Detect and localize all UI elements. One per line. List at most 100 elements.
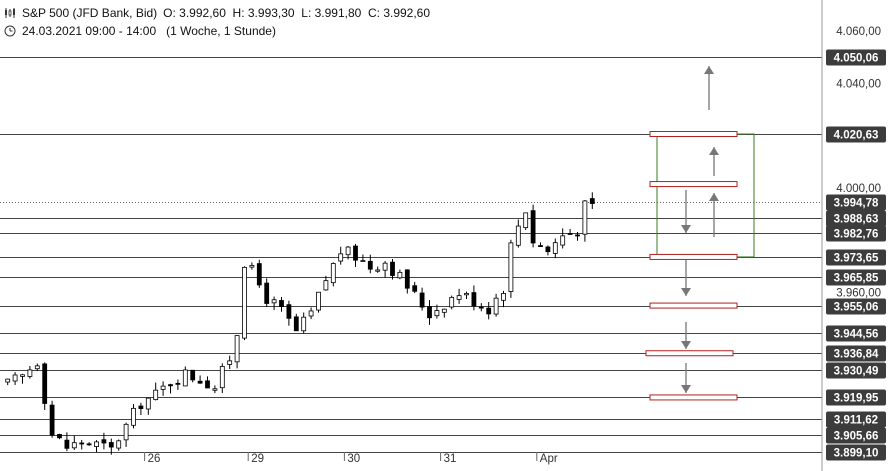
candle-body: [123, 423, 129, 441]
candle-body: [330, 263, 336, 284]
level-marker-bar: [649, 253, 738, 260]
candle-body: [338, 253, 344, 262]
candle-body: [205, 380, 210, 389]
arrow-down-icon: [681, 385, 691, 393]
candle-body: [552, 242, 558, 254]
candle-body: [264, 282, 270, 304]
level-label: 4.020,63: [834, 130, 879, 142]
candle-body: [582, 200, 588, 235]
arrow-down-icon: [681, 225, 691, 233]
candle-body: [486, 307, 492, 315]
candle-body: [515, 225, 521, 246]
level-label: 3.936,84: [834, 349, 879, 361]
candle-body: [175, 382, 181, 385]
candle-body: [71, 442, 77, 449]
candle-body: [101, 439, 107, 444]
candle-body: [419, 292, 425, 308]
candle-body: [12, 374, 18, 382]
candle-body: [323, 280, 329, 291]
candle-body: [567, 233, 573, 235]
candle-body: [219, 366, 225, 389]
level-label-bg: [826, 427, 886, 444]
clock-icon: [4, 25, 16, 37]
candlestick-icon: [5, 8, 15, 18]
candle-body: [234, 335, 240, 363]
candle-body: [227, 360, 233, 365]
price-axis: 4.050,06 4.020,63 3.994,78 3.988,63 3.982,76…: [821, 0, 886, 471]
candle-body: [279, 300, 284, 307]
date-label: 29: [251, 453, 264, 465]
axis-tick-label: 3.960,00: [836, 288, 881, 300]
date-label: 31: [444, 453, 457, 465]
candle-body: [160, 385, 166, 390]
candle-body: [271, 299, 277, 304]
ohlc-readout: O: 3.992,60 H: 3.993,30 L: 3.991,80 C: 3…: [163, 6, 431, 20]
period-readout: 24.03.2021 09:00 - 14:00 (1 Woche, 1 Stu…: [22, 24, 276, 38]
candle-body: [168, 384, 173, 387]
arrow-down-icon: [681, 288, 691, 296]
level-label: 3.955,06: [834, 302, 879, 314]
level-label-bg: [826, 210, 886, 227]
date-label: 26: [148, 453, 161, 465]
candle-body: [508, 242, 514, 292]
candle-body: [242, 266, 247, 339]
arrow-down-icon: [681, 341, 691, 349]
level-label-bg: [826, 362, 886, 379]
candle-body: [286, 304, 292, 319]
candle-body: [523, 212, 529, 229]
target-zone: [645, 66, 755, 401]
candle-body: [308, 310, 314, 317]
candle-body: [464, 293, 469, 296]
level-label-bg: [826, 298, 886, 315]
candle-body: [501, 293, 506, 301]
candle-body: [249, 265, 255, 268]
candles: [5, 192, 595, 455]
level-marker-bar: [645, 350, 734, 357]
candle-body: [530, 210, 536, 244]
level-label-bg: [826, 249, 886, 266]
level-label-bg: [826, 444, 886, 461]
candle-body: [145, 397, 151, 410]
axis-tick-label: 4.000,00: [836, 183, 881, 195]
candle-body: [293, 316, 299, 332]
candle-body: [367, 260, 373, 270]
candle-body: [27, 369, 33, 377]
candle-body: [538, 245, 543, 247]
candle-body: [471, 292, 477, 307]
chart-header: S&P 500 (JFD Bank, Bid) O: 3.992,60 H: 3…: [4, 4, 430, 40]
candle-body: [345, 246, 351, 256]
level-marker-bar: [649, 131, 738, 138]
candle-body: [375, 269, 381, 272]
instrument-name: S&P 500 (JFD Bank, Bid): [22, 6, 158, 20]
level-label: 3.994,78: [834, 198, 879, 210]
level-label-bg: [826, 194, 886, 211]
level-label: 4.050,06: [834, 53, 879, 65]
level-label: 3.988,63: [834, 214, 879, 226]
candle-body: [42, 363, 48, 404]
candle-body: [301, 316, 307, 332]
level-label-bg: [826, 126, 886, 143]
candle-body: [560, 235, 566, 246]
candle-body: [493, 297, 499, 315]
candle-body: [404, 269, 410, 289]
candle-body: [427, 306, 432, 319]
candle-body: [449, 296, 455, 308]
level-label-bg: [826, 269, 886, 286]
date-axis: 26 29 30 31 Apr: [144, 452, 558, 465]
level-marker-bar: [649, 181, 738, 188]
level-label: 3.944,56: [834, 329, 879, 341]
candle-body: [212, 388, 218, 391]
level-label-bg: [826, 345, 886, 362]
candle-body: [390, 261, 395, 276]
candle-body: [256, 263, 262, 286]
arrow-up-icon: [704, 66, 714, 74]
period-row: 24.03.2021 09:00 - 14:00 (1 Woche, 1 Stu…: [4, 22, 430, 40]
level-label-bg: [826, 49, 886, 66]
level-label-bg: [826, 325, 886, 342]
level-label: 3.899,10: [834, 448, 879, 460]
candle-body: [57, 434, 62, 439]
candle-body: [108, 442, 114, 448]
level-label: 3.965,85: [834, 273, 879, 285]
candle-body: [94, 441, 99, 447]
